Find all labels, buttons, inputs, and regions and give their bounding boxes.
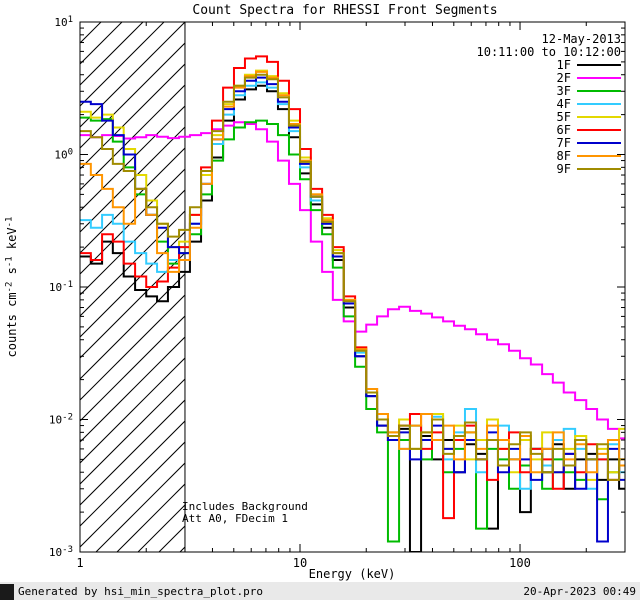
hatch-line [80,231,185,338]
hatch-line [80,399,185,506]
legend-label-8F: 8F [557,149,571,163]
series-line-8F [80,70,625,474]
footer-generated-by: Generated by hsi_min_spectra_plot.pro [18,585,263,598]
legend-label-1F: 1F [557,58,571,72]
cursor-block [0,584,14,600]
y-axis-label: counts cm-2 s-1 keV-1 [4,217,19,358]
header-time-range: 10:11:00 to 10:12:00 [477,45,622,59]
series-line-2F [80,121,625,440]
header-date: 12-May-2013 [542,32,621,46]
legend-label-2F: 2F [557,71,571,85]
hatch-line [80,210,185,317]
footer-strip [0,582,640,600]
x-tick-label: 1 [76,556,83,570]
legend-label-4F: 4F [557,97,571,111]
legend-label-3F: 3F [557,84,571,98]
y-tick-label: 101 [54,15,73,29]
legend-label-6F: 6F [557,123,571,137]
legend-label-5F: 5F [557,110,571,124]
y-tick-label: 10-2 [49,412,73,426]
annotation-attenuator: Att A0, FDecim 1 [182,512,288,525]
hatch-line [80,63,185,170]
hatch-line [80,42,185,149]
series-group [80,55,625,552]
y-tick-label: 10-1 [49,280,73,294]
series-line-3F [80,116,625,543]
legend-label-7F: 7F [557,136,571,150]
annotation-includes-background: Includes Background [182,500,308,513]
plot-layer: 1 10 100 101 100 10-1 10-2 10-3 counts cm-2 s-1 … [4,15,626,570]
series-line-6F [80,55,625,520]
y-tick-label: 100 [54,147,73,161]
hatch-line [80,420,185,527]
x-axis-label: Energy (keV) [309,567,396,581]
hatch-line [80,105,185,212]
x-tick-label: 10 [293,556,307,570]
hatch-line [80,84,185,191]
hatch-line [95,462,185,552]
hatch-line [80,441,185,548]
hatch-line [80,22,185,128]
series-line-4F [80,81,625,490]
footer-datetime: 20-Apr-2023 00:49 [523,585,636,598]
x-tick-label: 100 [509,556,531,570]
legend-label-9F: 9F [557,162,571,176]
series-line-9F [80,73,625,481]
hatch-line [80,378,185,485]
plot-title: Count Spectra for RHESSI Front Segments [192,3,497,18]
y-tick-label: 10-3 [49,545,73,559]
